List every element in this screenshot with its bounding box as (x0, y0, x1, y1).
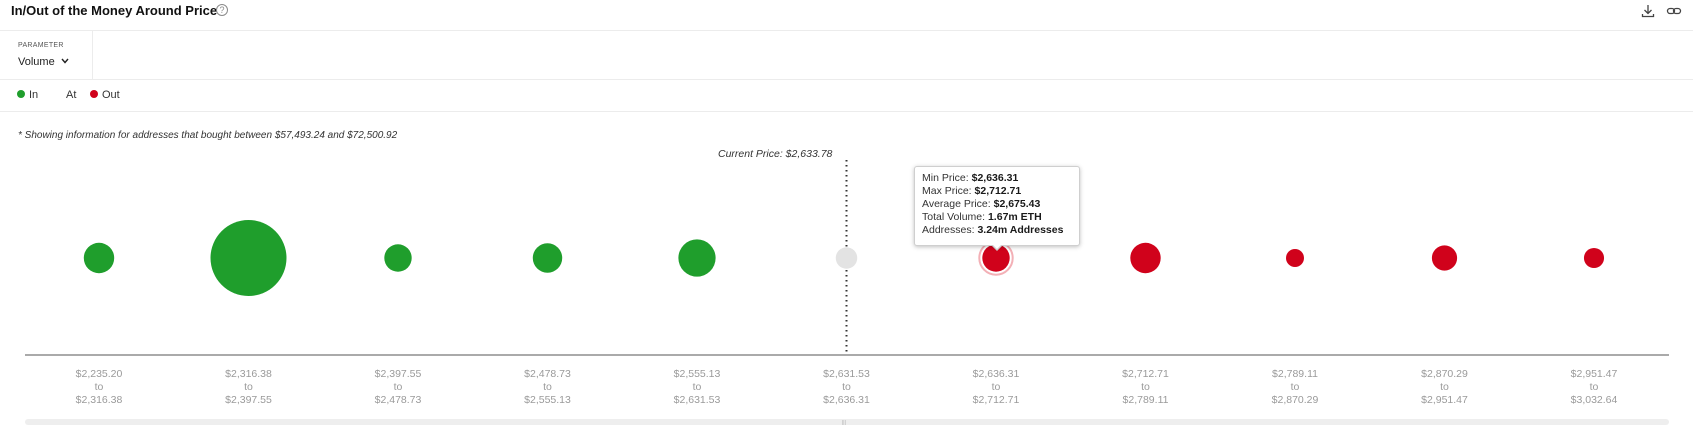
tick-label-9-1: to (1440, 381, 1449, 393)
chart-title: In/Out of the Money Around Price (11, 3, 218, 18)
tick-label-3-0: $2,478.73 (524, 368, 571, 380)
legend-item-in[interactable]: In (17, 89, 38, 101)
bubble-in-0[interactable] (83, 242, 115, 274)
tick-label-5-1: to (842, 381, 851, 393)
tick-label-5-0: $2,631.53 (823, 368, 870, 380)
tick-label-6-1: to (992, 381, 1001, 393)
tick-label-2-1: to (394, 381, 403, 393)
tick-label-2-2: $2,478.73 (375, 394, 422, 406)
tooltip-row-volume: Total Volume: 1.67m ETH (922, 211, 1042, 223)
bubble-in-1[interactable] (210, 220, 287, 296)
tick-label-4-1: to (693, 381, 702, 393)
tick-label-1-1: to (244, 381, 253, 393)
tick-label-6-0: $2,636.31 (973, 368, 1020, 380)
tick-label-4-0: $2,555.13 (674, 368, 721, 380)
bubble-out-10[interactable] (1583, 247, 1605, 269)
legend-item-at[interactable]: At (66, 89, 76, 101)
chart-header: In/Out of the Money Around Price ? (0, 0, 1693, 31)
tick-label-0-1: to (95, 381, 104, 393)
legend-label-in: In (29, 89, 39, 101)
current-price-label: Current Price: $2,633.78 (718, 148, 833, 160)
tick-label-1-0: $2,316.38 (225, 368, 272, 380)
legend-item-out[interactable]: Out (90, 89, 120, 101)
tick-label-7-1: to (1141, 381, 1150, 393)
tick-label-5-2: $2,636.31 (823, 394, 870, 406)
bubble-in-3[interactable] (532, 243, 563, 273)
tick-label-10-0: $2,951.47 (1571, 368, 1618, 380)
tick-label-3-1: to (543, 381, 552, 393)
tooltip-arrow-inner (992, 244, 1002, 249)
link-icon[interactable] (1666, 3, 1682, 19)
download-icon[interactable] (1640, 3, 1656, 19)
help-icon[interactable]: ? (216, 4, 228, 16)
tick-label-0-0: $2,235.20 (76, 368, 123, 380)
tick-label-9-2: $2,951.47 (1421, 394, 1468, 406)
legend-dot-out (90, 90, 98, 98)
legend-label-at: At (66, 89, 77, 101)
tick-label-0-2: $2,316.38 (76, 394, 123, 406)
tick-label-7-0: $2,712.71 (1122, 368, 1169, 380)
bubble-in-4[interactable] (678, 239, 716, 277)
legend: In At Out (0, 81, 1693, 112)
legend-label-out: Out (102, 89, 120, 101)
tooltip-row-average: Average Price: $2,675.43 (922, 198, 1041, 210)
tick-label-7-2: $2,789.11 (1123, 394, 1169, 406)
chevron-down-icon (61, 58, 69, 64)
tooltip-row-addresses: Addresses: 3.24m Addresses (922, 224, 1064, 236)
parameter-value: Volume (18, 56, 55, 68)
parameter-box: PARAMETER Volume (0, 31, 93, 80)
info-note: * Showing information for addresses that… (18, 130, 398, 141)
bubble-in-2[interactable] (384, 244, 412, 272)
scrollbar-grip-icon[interactable]: ||| (842, 420, 846, 426)
tick-label-6-2: $2,712.71 (973, 394, 1020, 406)
tooltip-row-min: Min Price: $2,636.31 (922, 172, 1019, 184)
horizontal-scrollbar[interactable] (25, 419, 1669, 425)
parameter-select[interactable]: Volume (18, 56, 69, 68)
tick-label-8-1: to (1291, 381, 1300, 393)
parameter-bar: PARAMETER Volume (0, 31, 1693, 80)
tick-label-8-0: $2,789.11 (1272, 368, 1318, 380)
bubble-out-7[interactable] (1130, 242, 1161, 274)
tooltip-row-max: Max Price: $2,712.71 (922, 185, 1022, 197)
tick-label-10-1: to (1590, 381, 1599, 393)
tick-label-10-2: $3,032.64 (1571, 394, 1618, 406)
tick-label-8-2: $2,870.29 (1272, 394, 1319, 406)
tick-label-2-0: $2,397.55 (375, 368, 422, 380)
bubble-out-9[interactable] (1431, 245, 1458, 271)
bubble-out-6[interactable] (982, 244, 1010, 272)
tick-label-3-2: $2,555.13 (524, 394, 571, 406)
tick-label-4-2: $2,631.53 (674, 394, 721, 406)
tooltip: Min Price: $2,636.31 Max Price: $2,712.7… (914, 166, 1080, 246)
bubble-at-5[interactable] (835, 247, 858, 269)
legend-dot-in (17, 90, 25, 98)
bubble-chart: $2,235.20to$2,316.38$2,316.38to$2,397.55… (25, 160, 1669, 406)
tick-label-1-2: $2,397.55 (225, 394, 272, 406)
tick-label-9-0: $2,870.29 (1421, 368, 1468, 380)
parameter-label: PARAMETER (18, 42, 64, 49)
bubble-out-8[interactable] (1286, 249, 1304, 267)
